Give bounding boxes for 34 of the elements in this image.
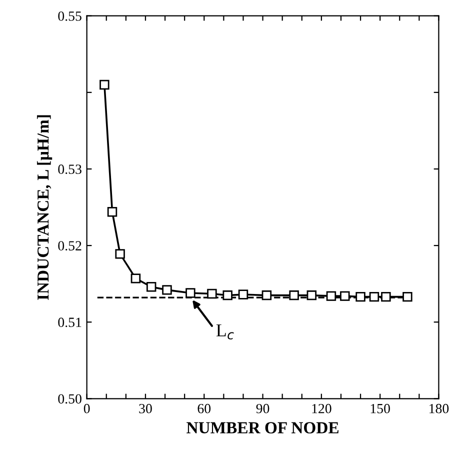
point	[262, 290, 272, 300]
x-tick-label: 0	[84, 404, 90, 414]
point	[238, 290, 248, 300]
point	[222, 290, 232, 300]
point	[356, 292, 366, 302]
point	[146, 282, 156, 292]
point	[381, 292, 391, 302]
point	[115, 249, 125, 259]
x-tick-label: 120	[312, 404, 332, 414]
point	[107, 206, 118, 217]
point	[186, 288, 196, 298]
y-tick-label: 0.53	[58, 164, 82, 174]
point	[100, 80, 110, 90]
point	[340, 291, 350, 301]
y-tick-label: 0.50	[58, 394, 82, 404]
point	[369, 292, 380, 302]
x-tick-label: 30	[139, 404, 152, 414]
x-tick-label: 60	[198, 404, 211, 414]
x-tick-label: 90	[256, 404, 270, 414]
point	[162, 285, 172, 295]
y-axis-title: INDUCTANCE, L [μH/m]	[36, 115, 52, 300]
point	[326, 291, 336, 301]
x-tick-label: 150	[370, 404, 390, 414]
annotation: L$_{c}$	[216, 324, 234, 340]
y-tick-label: 0.52	[58, 241, 82, 251]
point	[289, 290, 299, 300]
point	[207, 288, 217, 299]
x-axis-title: NUMBER OF NODE	[186, 422, 338, 434]
point	[306, 290, 317, 300]
y-tick-label: 0.51	[58, 318, 82, 328]
y-tick-label: 0.55	[58, 11, 82, 21]
x-tick-label: 180	[430, 404, 449, 414]
point	[130, 274, 141, 284]
point	[402, 292, 412, 302]
